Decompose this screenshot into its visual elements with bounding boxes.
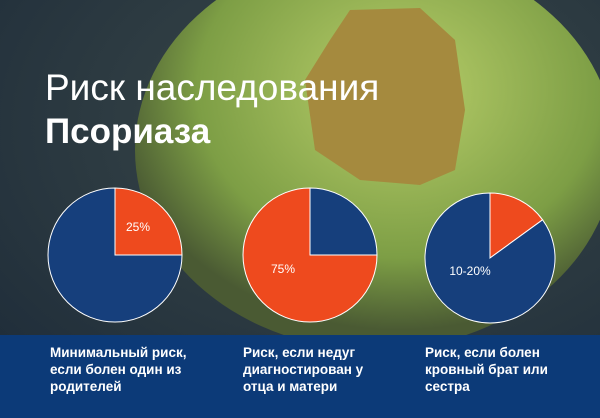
value-label: 10-20% (449, 264, 491, 278)
caption: Риск, если недуг диагностирован у отца и… (243, 345, 364, 394)
title: Риск наследования (45, 67, 379, 108)
pie-slice (424, 192, 556, 324)
spot (305, 8, 465, 185)
pie-slice (242, 187, 378, 323)
caption: Риск, если болен кровный брат или сестра (425, 345, 548, 394)
value-label: 75% (271, 262, 295, 276)
pie-slice (47, 187, 183, 323)
caption-band (0, 335, 600, 418)
pie-slice (309, 187, 378, 256)
pie-slice (114, 187, 183, 256)
value-label: 25% (126, 220, 150, 234)
caption: Минимальный риск, если болен один из род… (50, 345, 187, 394)
subtitle: Псориаза (45, 112, 211, 151)
pie-slice (489, 192, 544, 259)
